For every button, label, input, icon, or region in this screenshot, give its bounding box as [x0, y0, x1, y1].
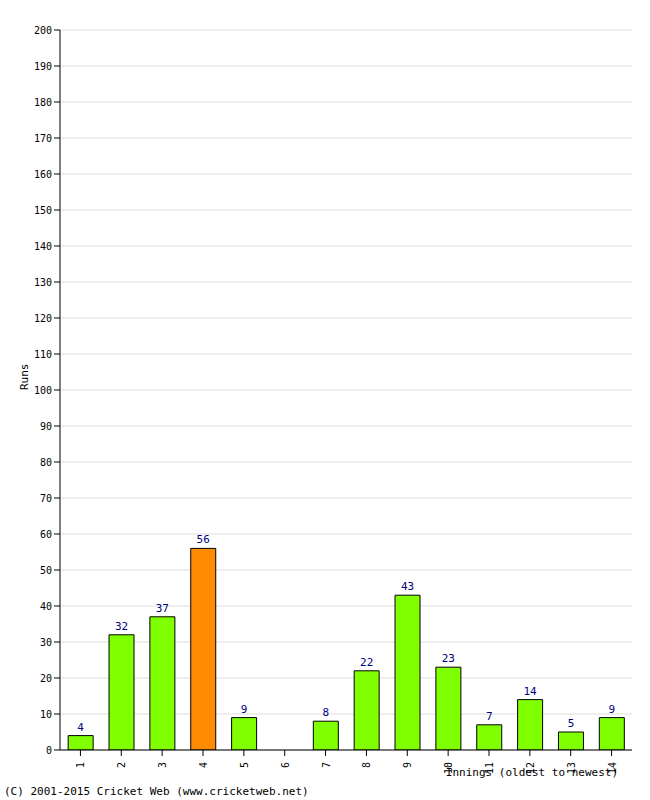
svg-text:120: 120 — [34, 313, 52, 324]
html-text:(C) 2001-2015 Cricket Web (www: (C) 2001-2015 Cricket Web (www.cricketwe… — [4, 785, 309, 798]
svg-text:43: 43 — [401, 580, 414, 593]
svg-text:140: 140 — [34, 241, 52, 252]
svg-text:6: 6 — [280, 762, 291, 768]
svg-text:90: 90 — [40, 421, 52, 432]
svg-text:160: 160 — [34, 169, 52, 180]
svg-text:1: 1 — [75, 762, 86, 768]
svg-text:4: 4 — [77, 721, 84, 734]
svg-text:10: 10 — [40, 709, 52, 720]
svg-text:20: 20 — [40, 673, 52, 684]
svg-text:40: 40 — [40, 601, 52, 612]
svg-text:37: 37 — [156, 602, 169, 615]
svg-text:5: 5 — [568, 717, 575, 730]
svg-text:5: 5 — [239, 762, 250, 768]
svg-text:14: 14 — [523, 685, 537, 698]
svg-text:80: 80 — [40, 457, 52, 468]
svg-text:100: 100 — [34, 385, 52, 396]
svg-text:170: 170 — [34, 133, 52, 144]
svg-text:60: 60 — [40, 529, 52, 540]
svg-text:56: 56 — [197, 533, 210, 546]
svg-text:190: 190 — [34, 61, 52, 72]
svg-text:22: 22 — [360, 656, 373, 669]
svg-text:23: 23 — [442, 652, 455, 665]
svg-text:8: 8 — [361, 762, 372, 768]
svg-text:180: 180 — [34, 97, 52, 108]
svg-text:9: 9 — [241, 703, 248, 716]
svg-text:30: 30 — [40, 637, 52, 648]
svg-text:200: 200 — [34, 25, 52, 36]
svg-text:70: 70 — [40, 493, 52, 504]
svg-text:2: 2 — [116, 762, 127, 768]
svg-text:150: 150 — [34, 205, 52, 216]
svg-text:7: 7 — [321, 762, 332, 768]
svg-text:Innings (oldest to newest): Innings (oldest to newest) — [446, 766, 618, 779]
svg-text:110: 110 — [34, 349, 52, 360]
svg-text:Runs: Runs — [18, 364, 31, 391]
svg-text:8: 8 — [323, 706, 330, 719]
svg-text:7: 7 — [486, 710, 493, 723]
svg-text:9: 9 — [402, 762, 413, 768]
svg-text:50: 50 — [40, 565, 52, 576]
svg-text:32: 32 — [115, 620, 128, 633]
svg-text:130: 130 — [34, 277, 52, 288]
svg-text:9: 9 — [609, 703, 616, 716]
svg-text:3: 3 — [157, 762, 168, 768]
svg-text:4: 4 — [198, 762, 209, 768]
svg-text:0: 0 — [46, 745, 52, 756]
